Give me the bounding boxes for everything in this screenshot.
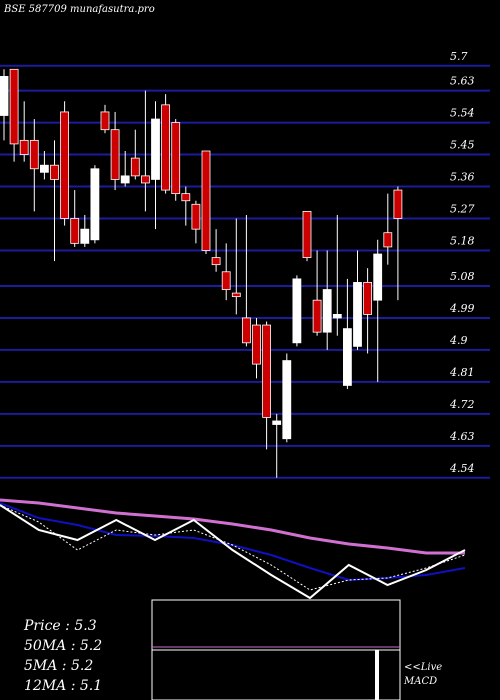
candle-body	[292, 278, 302, 344]
candle-body	[90, 168, 100, 241]
candle-body	[40, 164, 49, 173]
grid: 5.7 5.63 5.54 5.45 5.36 5.27 5.18 5.08 4.99 4.9 4.…	[0, 50, 490, 479]
candle-body	[161, 104, 171, 191]
y-tick-label: 5.27	[450, 202, 475, 215]
candle-body	[50, 164, 59, 180]
chart-title: BSE 587709 munafasutra.pro	[3, 4, 155, 15]
y-tick-label: 4.54	[449, 462, 475, 475]
candle-body	[262, 324, 272, 418]
y-tick-label: 5.45	[450, 139, 475, 152]
candle-body	[151, 118, 160, 180]
candles	[0, 68, 403, 478]
candle-body	[282, 360, 292, 440]
y-tick-label: 4.63	[449, 430, 475, 443]
candle-body	[252, 324, 261, 365]
candle-body	[70, 218, 80, 244]
candle-body	[120, 175, 130, 184]
candle-body	[201, 150, 211, 251]
candle-body	[231, 292, 241, 298]
candle-body	[80, 228, 90, 244]
info-12ma: 12MA : 5.1	[24, 678, 102, 694]
candle-body	[60, 111, 69, 219]
candle-body	[110, 129, 120, 180]
candle-body	[19, 139, 29, 155]
candle-body	[383, 232, 393, 248]
candle-body	[191, 203, 201, 230]
candle-body	[100, 111, 110, 131]
y-tick-label: 4.81	[449, 366, 475, 379]
candle-body	[302, 210, 312, 258]
y-tick-label: 5.18	[450, 234, 475, 247]
info-price: Price : 5.3	[23, 618, 97, 634]
candle-body	[0, 76, 9, 116]
candle-body	[211, 257, 221, 266]
candle-body	[130, 157, 140, 177]
macd-label: MACD	[403, 676, 437, 687]
y-tick-label: 4.9	[449, 334, 468, 347]
candle-body	[241, 317, 251, 344]
candle-body	[342, 328, 352, 386]
candle-body	[363, 282, 373, 315]
candle-body	[312, 299, 322, 333]
candle-body	[373, 253, 383, 301]
candle-body	[29, 139, 39, 170]
indicator-line	[0, 498, 465, 555]
indicator-panel	[0, 498, 466, 600]
candle-body	[140, 175, 150, 184]
y-tick-label: 5.63	[450, 75, 475, 88]
y-tick-label: 5.54	[450, 107, 475, 120]
indicator-line	[0, 504, 466, 600]
candle-body	[9, 68, 19, 145]
info-5ma: 5MA : 5.2	[24, 658, 93, 674]
info-50ma: 50MA : 5.2	[24, 638, 102, 654]
y-tick-label: 5.36	[450, 171, 475, 184]
y-tick-label: 4.99	[449, 302, 475, 315]
candle-body	[221, 271, 231, 290]
candle-body	[353, 282, 362, 347]
y-tick-label: 4.72	[449, 398, 475, 411]
macd-bar	[375, 650, 379, 700]
candle-body	[393, 189, 403, 219]
candle-body	[332, 313, 342, 319]
y-tick-label: 5.08	[450, 270, 475, 283]
indicator-line	[0, 504, 466, 591]
candle-body	[181, 193, 191, 202]
candle-body	[322, 289, 332, 333]
candle-body	[171, 122, 181, 195]
y-tick-label: 5.7	[450, 50, 468, 63]
candle-body	[272, 420, 282, 425]
live-label: <<Live	[404, 662, 442, 673]
